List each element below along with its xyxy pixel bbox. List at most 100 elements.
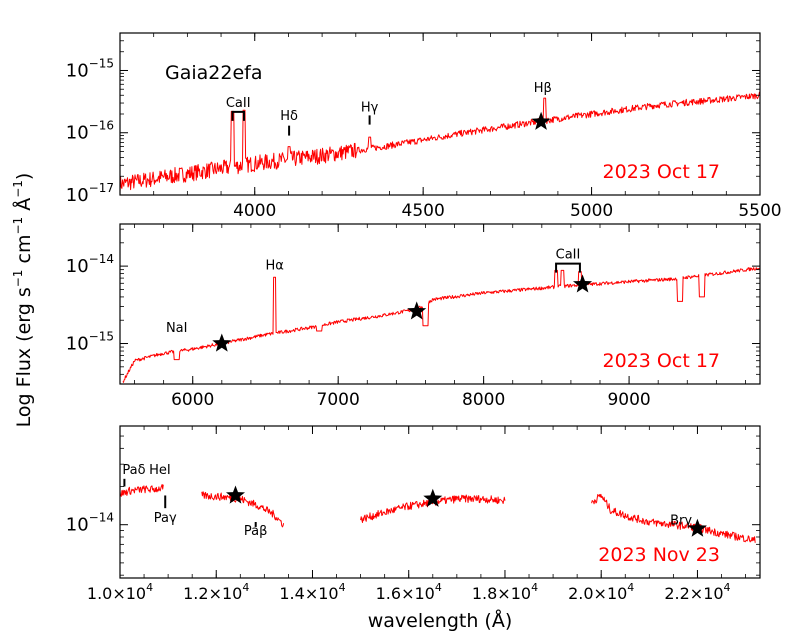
x-tick-exp: 4 [531, 581, 538, 594]
y-label-part: cm [13, 235, 35, 270]
x-tick-label: 2.2×104 [664, 581, 730, 603]
x-tick-label: 1.6×104 [376, 581, 442, 603]
x-tick-times: ×10 [209, 584, 243, 603]
x-tick-times: ×10 [112, 584, 146, 603]
x-tick-label: 4000 [233, 201, 276, 221]
spectrum-series [591, 493, 756, 543]
x-tick-times: ×10 [401, 584, 435, 603]
x-tick-times: ×10 [305, 584, 339, 603]
y-label-part: ) [13, 173, 35, 180]
y-tick-label-exp: −17 [89, 181, 114, 195]
x-tick-exp: 4 [627, 581, 634, 594]
y-tick-label-base: 10 [66, 256, 89, 277]
x-tick-label: 5000 [570, 201, 613, 221]
x-tick-mantissa: 2.0 [568, 584, 593, 603]
axes-frame [119, 223, 761, 385]
y-tick-label-exp: −16 [89, 119, 114, 133]
plot-area [120, 91, 760, 193]
y-tick-label-base: 10 [66, 185, 89, 206]
y-tick-label-exp: −15 [89, 330, 114, 344]
spectrum-series [120, 484, 164, 497]
panel-top: 4000 4500 5000 550010−1710−1610−15CaIIHδHγH… [66, 32, 782, 221]
data-star-marker [407, 301, 427, 320]
x-tick-mantissa: 1.6 [376, 584, 401, 603]
x-tick-mantissa: 1.0 [87, 584, 112, 603]
y-tick-label: 10−14 [66, 511, 114, 536]
x-tick-exp: 4 [339, 581, 346, 594]
x-tick-label: 1.4×104 [279, 581, 345, 603]
x-tick-mantissa: 1.2 [183, 584, 208, 603]
data-star-marker [531, 111, 551, 130]
y-tick-label-exp: −14 [89, 511, 114, 525]
observation-date-label: 2023 Oct 17 [603, 350, 720, 372]
x-tick-times: ×10 [594, 584, 628, 603]
x-tick-label: 8000 [462, 390, 505, 410]
line-annotation-label: CaII [556, 248, 581, 263]
y-tick-label-base: 10 [66, 515, 89, 536]
line-annotation-label: Hδ [280, 109, 298, 124]
line-annotation-label: Paγ [154, 511, 177, 526]
plot-area [120, 484, 756, 543]
data-star-marker [226, 485, 245, 504]
y-tick-label: 10−15 [66, 56, 114, 81]
x-tick-label: 5500 [738, 201, 781, 221]
x-tick-label: 2.0×104 [568, 581, 634, 603]
x-tick-times: ×10 [690, 584, 724, 603]
y-tick-label-base: 10 [66, 60, 89, 81]
y-label-sup: −1 [11, 217, 25, 235]
x-tick-label: 6000 [171, 390, 214, 410]
x-tick-times: ×10 [497, 584, 531, 603]
data-star-marker [423, 488, 443, 507]
y-tick-label: 10−15 [66, 330, 114, 355]
line-bracket-marker [555, 262, 581, 273]
line-annotation-label: Brγ [670, 514, 692, 529]
x-tick-label: 1.2×104 [183, 581, 249, 603]
x-tick-mantissa: 2.2 [664, 584, 689, 603]
x-tick-label: 9000 [607, 390, 650, 410]
y-tick-label: 10−17 [66, 181, 114, 206]
spectrum-series [120, 91, 760, 193]
x-tick-label: 1.0×104 [87, 581, 153, 603]
y-tick-label-base: 10 [66, 334, 89, 355]
x-tick-exp: 4 [435, 581, 442, 594]
y-tick-label-exp: −15 [89, 56, 114, 70]
x-tick-exp: 4 [724, 581, 731, 594]
x-axis-label: wavelength (Å) [368, 609, 513, 632]
y-tick-label: 10−16 [66, 119, 114, 144]
x-tick-label: 4500 [402, 201, 445, 221]
line-annotation-label: Hβ [534, 81, 552, 96]
data-star-marker [212, 333, 232, 352]
line-bracket-marker [231, 110, 245, 121]
x-tick-mantissa: 1.8 [472, 584, 497, 603]
y-label-part: Log Flux (erg s [13, 287, 35, 427]
x-tick-exp: 4 [242, 581, 249, 594]
line-annotation-label: Paβ [244, 524, 268, 539]
observation-date-label: 2023 Oct 17 [603, 161, 720, 183]
x-tick-mantissa: 1.4 [279, 584, 304, 603]
observation-date-label: 2023 Nov 23 [598, 544, 720, 566]
y-tick-label-exp: −14 [89, 252, 114, 266]
x-tick-exp: 4 [146, 581, 153, 594]
y-label-part: Å [12, 198, 35, 217]
panel-bottom: 1.0×104 1.2×104 1.4×104 1.6×104 1.8×104 2.0×1… [66, 425, 761, 603]
y-tick-label-base: 10 [66, 123, 89, 144]
spectrum-series [201, 491, 285, 528]
axes-frame [119, 425, 761, 579]
data-star-marker [573, 274, 593, 293]
line-annotation-label: Hα [265, 259, 283, 274]
panel-middle: 6000 7000 8000 900010−1510−14NaIHαCaII2023 … [66, 223, 761, 410]
x-tick-label: 1.8×104 [472, 581, 538, 603]
line-annotation-label: Hγ [361, 100, 379, 115]
data-star-marker [687, 518, 707, 537]
line-annotation-label: Paδ [122, 463, 145, 478]
line-annotation-label: HeI [149, 463, 171, 478]
y-axis-label: Log Flux (erg s−1 cm−1 Å−1) [11, 173, 35, 428]
line-annotation-label: NaI [166, 321, 188, 336]
y-tick-label: 10−14 [66, 252, 114, 277]
y-label-sup: −1 [11, 270, 25, 288]
line-annotation-label: CaII [226, 96, 251, 111]
x-tick-label: 7000 [317, 390, 360, 410]
object-name-label: Gaia22efa [165, 62, 263, 84]
y-label-sup: −1 [11, 180, 25, 198]
